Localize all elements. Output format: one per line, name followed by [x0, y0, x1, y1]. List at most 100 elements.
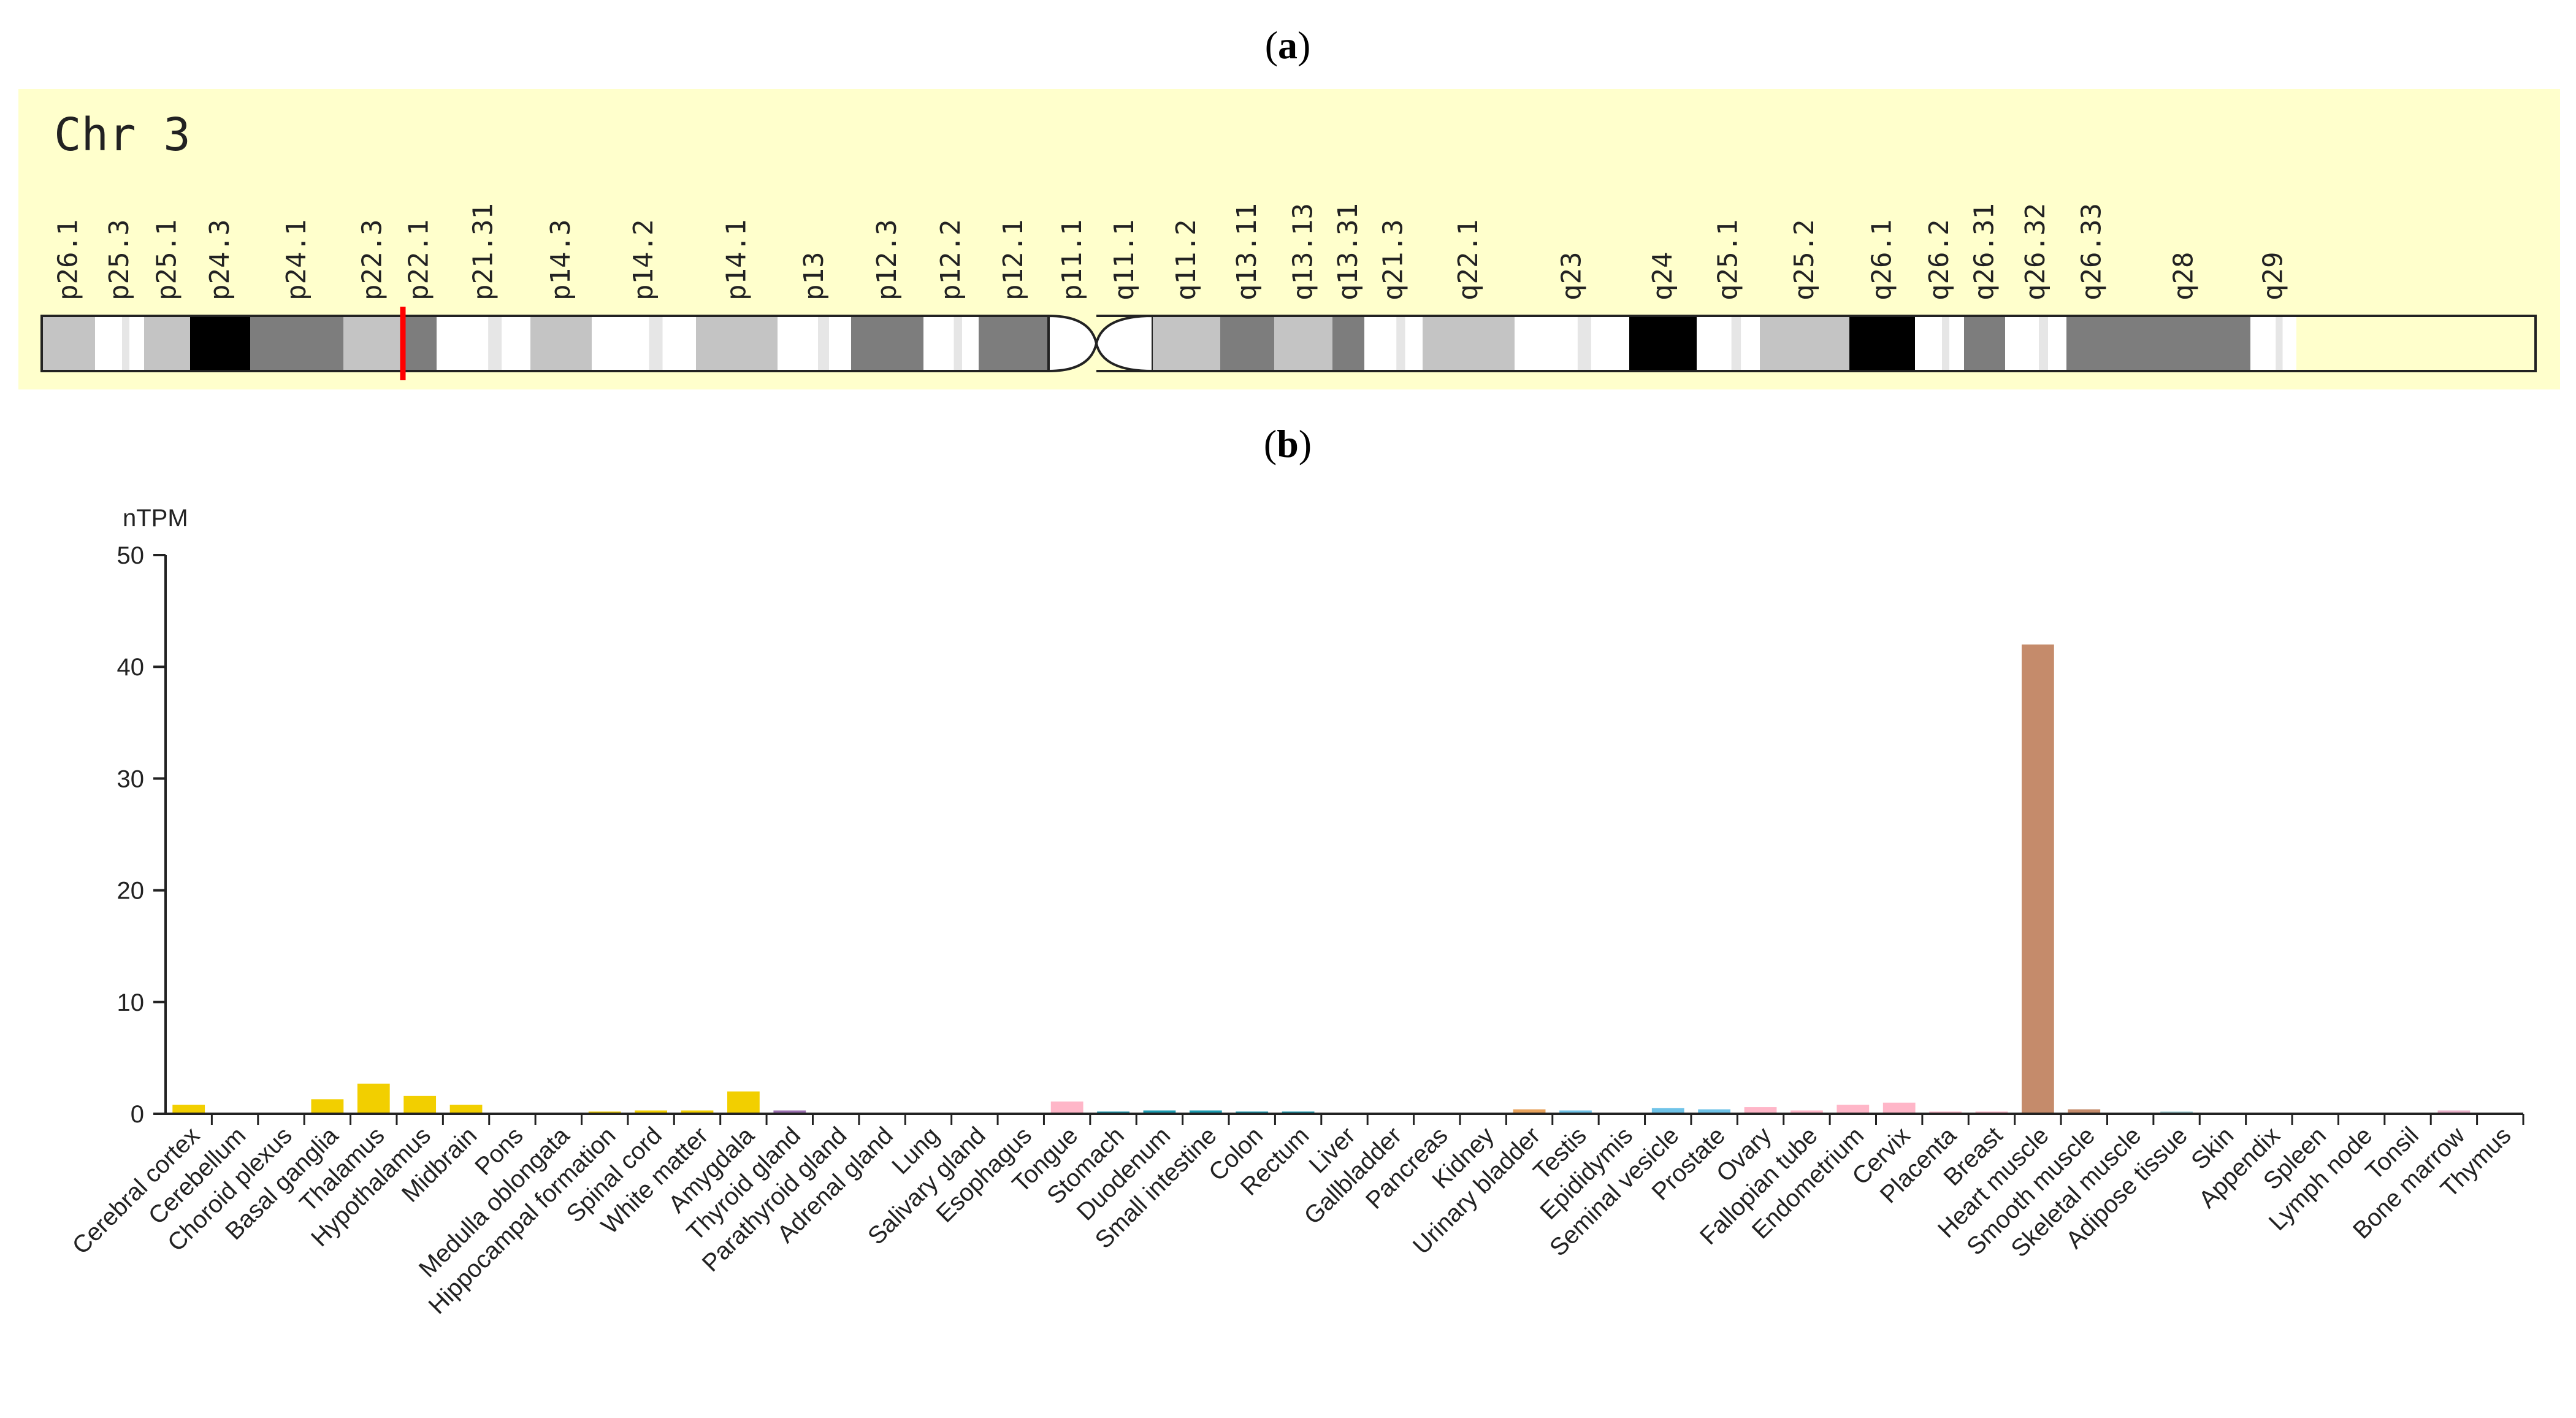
band-p13: [778, 316, 851, 371]
y-axis: 0 10 20 30 40 50: [117, 542, 167, 1128]
band-p22-3: [343, 316, 402, 371]
band-substripe: [1396, 316, 1405, 371]
bar-tongue: [1050, 1101, 1084, 1114]
band-label: p22.3: [357, 220, 388, 301]
band-label: q29: [2258, 252, 2289, 301]
band-q26-2: [1915, 316, 1964, 371]
band-label: q26.32: [2020, 203, 2051, 301]
ideogram-panel: Chr 3 p26.1 p25.3 p25.1 p24.3 p24.1 p22.3 p22.…: [18, 89, 2560, 389]
band-p12-3: [851, 316, 923, 371]
band-substripe: [1942, 316, 1949, 371]
band-label: q26.33: [2076, 203, 2108, 301]
band-label: p11.1: [1057, 220, 1088, 301]
band-label: q23: [1556, 252, 1588, 301]
chromosome-ideogram: [40, 307, 2537, 380]
bar-small-intestine: [1189, 1110, 1222, 1114]
band-q23: [1515, 316, 1629, 371]
band-substripe: [488, 316, 502, 371]
band-q28: [2117, 316, 2250, 371]
bar-spinal-cord: [635, 1110, 668, 1114]
band-label: q28: [2168, 252, 2200, 301]
band-label: p25.3: [104, 220, 135, 301]
panel-b-label: b: [1277, 422, 1299, 466]
band-p12-1: [979, 316, 1049, 371]
band-label: q11.1: [1109, 220, 1140, 301]
band-label: p21.31: [468, 203, 499, 301]
bar-thalamus: [357, 1083, 390, 1114]
band-q11-1: [1095, 314, 1154, 373]
bar-urinary-bladder: [1513, 1109, 1546, 1114]
panel-a-caption: (a): [1265, 23, 1311, 67]
band-substripe: [1731, 316, 1741, 371]
panel-a-label: a: [1278, 23, 1298, 67]
band-p21-31: [437, 316, 530, 371]
y-tick-label: 50: [117, 542, 145, 569]
y-tick-label: 10: [117, 989, 145, 1016]
band-label: p22.1: [403, 220, 435, 301]
band-p24-3: [190, 316, 250, 371]
band-p12-2: [923, 316, 979, 371]
bar-duodenum: [1143, 1110, 1176, 1114]
band-q24: [1629, 316, 1697, 371]
band-p24-1: [250, 316, 343, 371]
bar-cervix: [1882, 1102, 1916, 1114]
bar-amygdala: [727, 1091, 760, 1114]
bar-hypothalamus: [403, 1095, 437, 1114]
band-label: q24: [1647, 252, 1678, 301]
tissue-expression-chart: nTPM 0 10 20 30 40 50 Cerebral cortexCerebell…: [67, 505, 2524, 1319]
y-tick-label: 40: [117, 654, 145, 681]
bar-seminal-vesicle: [1651, 1108, 1684, 1114]
band-p25-1: [144, 316, 190, 371]
band-substripe: [122, 316, 129, 371]
band-label: p24.3: [204, 220, 235, 301]
band-label: p13: [798, 252, 830, 301]
band-label: q25.1: [1713, 220, 1744, 301]
band-p26-1: [42, 316, 95, 371]
band-q13-31: [1332, 316, 1364, 371]
band-substripe: [2276, 316, 2283, 371]
band-substripe: [818, 316, 829, 371]
band-label: p14.1: [721, 220, 752, 301]
band-q21-3: [1364, 316, 1423, 371]
band-q25-1: [1697, 316, 1760, 371]
band-q26-1: [1849, 316, 1915, 371]
band-label: q25.2: [1789, 220, 1820, 301]
band-label: q26.31: [1969, 203, 2000, 301]
band-substripe: [954, 316, 962, 371]
band-q22-1: [1423, 316, 1515, 371]
band-labels: p26.1 p25.3 p25.1 p24.3 p24.1 p22.3 p22.1 p21.3…: [53, 203, 2289, 301]
band-substripe: [1577, 316, 1591, 371]
band-p14-1: [696, 316, 778, 371]
band-label: p24.1: [281, 220, 312, 301]
band-label: q26.2: [1924, 220, 1955, 301]
band-label: p12.2: [935, 220, 966, 301]
band-label: q26.1: [1867, 220, 1898, 301]
band-p14-2: [592, 316, 696, 371]
bar-bone-marrow: [2437, 1110, 2471, 1114]
bar-basal-ganglia: [311, 1099, 344, 1114]
chromosome-label: Chr 3: [54, 109, 191, 161]
band-label: p12.1: [998, 220, 1029, 301]
band-p25-3: [95, 316, 144, 371]
bars: [172, 644, 2471, 1115]
bar-midbrain: [449, 1105, 483, 1114]
bar-cerebral-cortex: [172, 1105, 205, 1114]
band-label: p12.3: [871, 220, 903, 301]
band-p22-1: [402, 316, 437, 371]
bar-thyroid-gland: [773, 1110, 806, 1114]
y-tick-label: 0: [131, 1101, 144, 1128]
band-label: p25.1: [151, 220, 183, 301]
band-q26-33: [2066, 316, 2117, 371]
bar-testis: [1559, 1110, 1592, 1114]
band-label: q22.1: [1453, 220, 1484, 301]
bar-smooth-muscle: [2068, 1109, 2101, 1114]
band-q25-2: [1760, 316, 1849, 371]
band-label: p14.2: [628, 220, 659, 301]
band-label: p14.3: [545, 220, 576, 301]
q-arm-outline: [1096, 315, 2537, 372]
band-substripe: [649, 316, 663, 371]
band-substripe: [2039, 316, 2048, 371]
band-q29: [2250, 316, 2296, 371]
